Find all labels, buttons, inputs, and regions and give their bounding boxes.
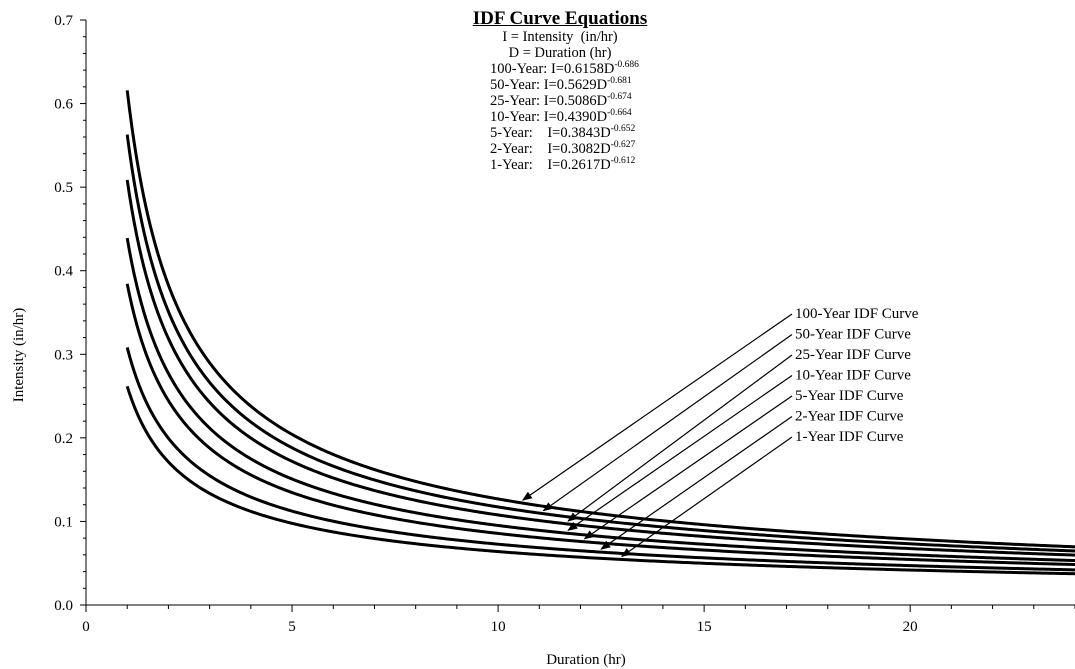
y-axis-label: Intensity (in/hr) — [11, 308, 27, 403]
equation-formula: I=0.6158D — [550, 61, 615, 77]
equation-exponent: -0.674 — [607, 92, 632, 102]
equation-row: 10-Year: I=0.4390D-0.664 — [440, 108, 680, 125]
equation-exponent: -0.652 — [610, 124, 636, 134]
y-tick-label: 0.7 — [54, 13, 73, 29]
50-year-idf-curve-label: 50-Year IDF Curve — [795, 327, 911, 343]
x-tick-label: 10 — [491, 619, 506, 635]
equation-exponent: -0.664 — [607, 108, 632, 118]
equation-exponent: -0.627 — [610, 140, 636, 150]
equation-row: 1-Year: I=0.2617D-0.612 — [440, 156, 680, 173]
equation-label: 25-Year: — [490, 93, 544, 109]
equation-formula: I=0.4390D — [543, 109, 608, 125]
y-tick-label: 0.3 — [54, 347, 73, 363]
equation-formula: I=0.5629D — [543, 77, 608, 93]
25-year-idf-curve-label: 25-Year IDF Curve — [795, 347, 911, 363]
equations-box: IDF Curve Equations I = Intensity (in/hr… — [440, 8, 680, 173]
5-year-idf-curve-arrow — [583, 395, 793, 540]
equation-label: 100-Year: — [490, 61, 551, 77]
25-year-idf-curve-arrow — [567, 354, 793, 522]
definition-intensity: I = Intensity (in/hr) — [502, 29, 618, 45]
equation-row: 5-Year: I=0.3843D-0.652 — [440, 124, 680, 141]
equation-label: 1-Year: — [490, 157, 548, 173]
1-year-idf-curve-label: 1-Year IDF Curve — [795, 429, 904, 445]
equation-formula: I=0.3082D — [547, 141, 611, 157]
equation-row: 50-Year: I=0.5629D-0.681 — [440, 76, 680, 93]
equation-formula: I=0.2617D — [547, 157, 611, 173]
x-tick-label: 20 — [903, 619, 918, 635]
x-tick-label: 5 — [288, 619, 296, 635]
1-year-idf-curve-line — [125, 385, 1075, 576]
equation-label: 5-Year: — [490, 125, 548, 141]
equation-row: 25-Year: I=0.5086D-0.674 — [440, 92, 680, 109]
equation-formula: I=0.3843D — [547, 125, 611, 141]
equation-exponent: -0.686 — [614, 60, 639, 70]
equation-list: 100-Year: I=0.6158D-0.686 50-Year: I=0.56… — [440, 60, 680, 173]
equation-label: 50-Year: — [490, 77, 544, 93]
2-year-idf-curve-arrow — [600, 416, 793, 550]
5-year-idf-curve-line — [125, 283, 1075, 567]
100-year-idf-curve-arrow — [521, 313, 793, 501]
10-year-idf-curve-label: 10-Year IDF Curve — [795, 368, 911, 384]
y-tick-label: 0.6 — [54, 97, 73, 113]
10-year-idf-curve-arrow — [567, 375, 793, 531]
y-tick-label: 0.0 — [54, 598, 73, 614]
axes: 0.0 0.1 0.2 0.3 0.4 0.5 0.6 0.7 0 5 10 15 20 — [54, 13, 1075, 635]
50-year-idf-curve-line — [125, 134, 1075, 553]
x-tick-label: 15 — [697, 619, 712, 635]
x-tick-label: 0 — [82, 619, 90, 635]
equation-row: 2-Year: I=0.3082D-0.627 — [440, 140, 680, 157]
25-year-idf-curve-line — [125, 179, 1075, 557]
y-tick-label: 0.1 — [54, 514, 73, 530]
equation-label: 10-Year: — [490, 109, 544, 125]
equation-exponent: -0.612 — [610, 156, 636, 166]
100-year-idf-curve-line — [125, 90, 1075, 549]
curve-annotations: 100-Year IDF Curve 50-Year IDF Curve 25-Ye… — [521, 306, 919, 558]
1-year-idf-curve-arrow — [620, 436, 793, 558]
equation-row: 100-Year: I=0.6158D-0.686 — [440, 60, 680, 77]
10-year-idf-curve-line — [125, 237, 1075, 563]
y-tick-label: 0.5 — [54, 180, 73, 196]
2-year-idf-curve-label: 2-Year IDF Curve — [795, 409, 904, 425]
y-tick-label: 0.4 — [54, 264, 73, 280]
equation-label: 2-Year: — [490, 141, 548, 157]
definition-duration: D = Duration (hr) — [508, 45, 612, 61]
5-year-idf-curve-label: 5-Year IDF Curve — [795, 388, 904, 404]
equation-exponent: -0.681 — [607, 76, 632, 86]
100-year-idf-curve-label: 100-Year IDF Curve — [795, 306, 919, 322]
equations-title: IDF Curve Equations — [472, 8, 648, 29]
y-tick-label: 0.2 — [54, 431, 73, 447]
50-year-idf-curve-arrow — [542, 334, 793, 512]
x-axis-label: Duration (hr) — [546, 652, 626, 668]
2-year-idf-curve-line — [125, 347, 1075, 572]
equation-formula: I=0.5086D — [543, 93, 608, 109]
